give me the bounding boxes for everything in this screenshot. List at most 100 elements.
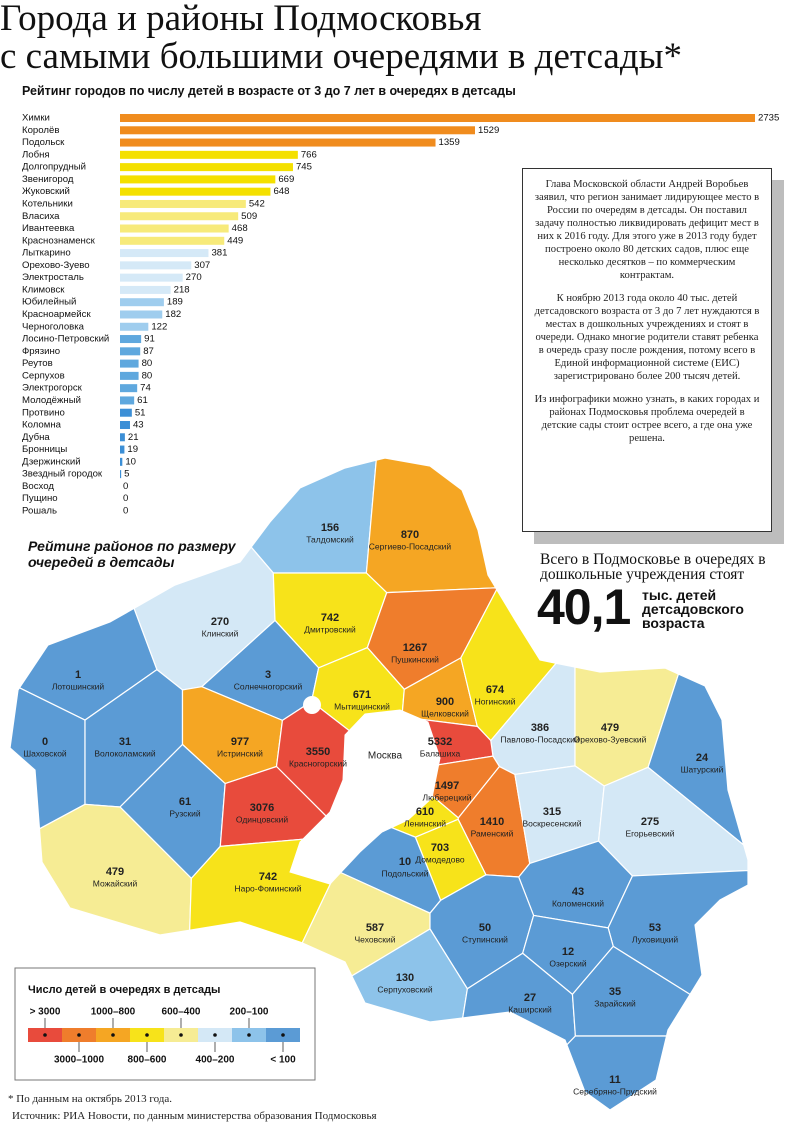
district-value: 0: [42, 736, 48, 748]
value-label: 21: [128, 432, 139, 443]
category-label: Жуковский: [22, 186, 70, 197]
value-label: 2735: [758, 113, 779, 124]
category-label: Восход: [22, 481, 54, 492]
district-name: Рузский: [169, 808, 200, 818]
district-value: 3: [265, 669, 271, 681]
bar: [120, 371, 139, 380]
district-value: 977: [231, 736, 249, 748]
value-label: 80: [142, 358, 153, 369]
value-label: 468: [232, 223, 248, 234]
category-label: Химки: [22, 113, 50, 124]
value-label: 10: [125, 456, 136, 467]
category-label: Лобня: [22, 149, 50, 160]
district-name: Зарайский: [594, 998, 636, 1008]
legend-dot: [213, 1033, 217, 1037]
value-label: 1529: [478, 125, 499, 136]
bar: [120, 359, 139, 368]
legend-dot: [281, 1033, 285, 1037]
district: [38, 803, 192, 936]
district-value: 1410: [480, 816, 504, 828]
category-label: Рошаль: [22, 505, 57, 516]
district-name: Каширский: [508, 1004, 552, 1014]
title-line: с самыми большими очередями в детсады*: [0, 36, 683, 77]
legend-label: 400–200: [196, 1055, 235, 1066]
bar: [120, 310, 163, 319]
value-label: 5: [124, 469, 129, 480]
bar: [120, 273, 183, 282]
value-label: 449: [227, 235, 243, 246]
source: Источник: РИА Новости, по данным министе…: [12, 1110, 377, 1122]
district-value: 53: [649, 922, 661, 934]
district-value: 61: [179, 796, 191, 808]
footnote: * По данным на октябрь 2013 года.: [8, 1093, 173, 1105]
district-name: Люберецкий: [423, 792, 472, 802]
category-label: Юбилейный: [22, 297, 76, 308]
category-label: Протвино: [22, 407, 65, 418]
district-name: Одинцовский: [236, 814, 288, 824]
district-name: Мытищинский: [334, 701, 390, 711]
category-label: Реутов: [22, 358, 53, 369]
district-value: 3076: [250, 802, 274, 814]
district-value: 130: [396, 972, 414, 984]
bar: [120, 433, 125, 442]
category-label: Ивантеевка: [22, 223, 75, 234]
bar: [120, 396, 135, 405]
bar: [120, 163, 293, 172]
legend-label: 3000–1000: [54, 1055, 104, 1066]
category-label: Электрогорск: [22, 383, 83, 394]
district-value: 275: [641, 816, 659, 828]
zelenograd: [303, 696, 321, 714]
district-name: Озерский: [549, 958, 587, 968]
district-name: Раменский: [471, 828, 514, 838]
category-label: Фрязино: [22, 346, 60, 357]
bar: [120, 421, 130, 429]
district-value: 1497: [435, 780, 459, 792]
district-value: 27: [524, 992, 536, 1004]
value-label: 182: [165, 309, 181, 320]
district-name: Ступинский: [462, 934, 508, 944]
district-value: 1267: [403, 642, 427, 654]
bar: [120, 445, 125, 454]
bar-chart-title: Рейтинг городов по числу детей в возраст…: [22, 84, 516, 98]
district-name: Воскресенский: [523, 818, 582, 828]
district-value: 1: [75, 669, 81, 681]
district-value: 5332: [428, 736, 452, 748]
district-value: 674: [486, 684, 505, 696]
category-label: Молодёжный: [22, 395, 81, 406]
district-name: Можайский: [93, 878, 138, 888]
category-label: Звездный городок: [22, 469, 103, 480]
district-value: 43: [572, 886, 584, 898]
legend-label: 200–100: [230, 1007, 269, 1018]
category-label: Звенигород: [22, 174, 74, 185]
district-name: Орехово-Зуевский: [574, 734, 647, 744]
category-label: Дубна: [22, 432, 50, 443]
district-value: 742: [259, 871, 277, 883]
district-value: 35: [609, 986, 621, 998]
bar: [120, 470, 122, 479]
title-line: Города и районы Подмосковья: [0, 0, 482, 39]
value-label: 270: [186, 272, 202, 283]
district-value: 671: [353, 689, 371, 701]
district-value: 479: [106, 866, 124, 878]
category-label: Черноголовка: [22, 321, 85, 332]
legend-label: < 100: [270, 1055, 296, 1066]
district-name: Красногорский: [289, 758, 347, 768]
bar: [120, 335, 142, 344]
district-name: Щелковский: [421, 708, 469, 718]
category-label: Красноармейск: [22, 309, 91, 320]
district-value: 315: [543, 806, 561, 818]
district-name: Балашиха: [420, 748, 461, 758]
district-value: 24: [696, 752, 709, 764]
district-name: Волоколамский: [94, 748, 156, 758]
district-name: Серпуховский: [377, 984, 432, 994]
category-label: Котельники: [22, 198, 73, 209]
district-name: Егорьевский: [625, 828, 674, 838]
category-label: Лыткарино: [22, 248, 71, 259]
district-name: Домодедово: [415, 854, 465, 864]
district-name: Шаховской: [23, 748, 67, 758]
district-name: Павлово-Посадский: [500, 734, 579, 744]
value-label: 669: [278, 174, 294, 185]
district-value: 900: [436, 696, 454, 708]
total-unit: тыс. детей детсадовского возраста: [642, 587, 744, 631]
title: Города и районы Подмосковья с самыми бол…: [0, 0, 682, 76]
